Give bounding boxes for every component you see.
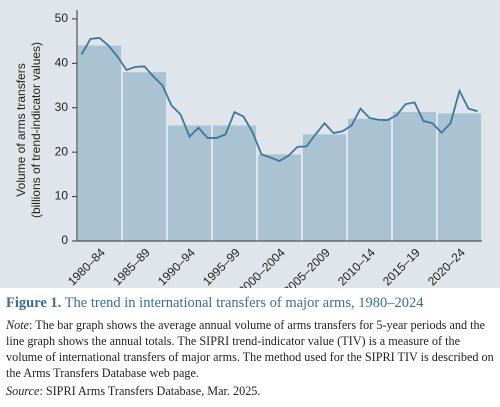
bar	[78, 45, 121, 242]
bar	[303, 134, 346, 241]
y-tick-label: 0	[61, 233, 68, 247]
y-tick-label: 40	[55, 55, 69, 69]
note: Note: The bar graph shows the average an…	[0, 317, 500, 381]
y-axis-label: (billions of trend-indicator values)	[29, 42, 43, 218]
bar	[213, 125, 256, 241]
note-text: : The bar graph shows the average annual…	[6, 318, 494, 380]
source: Source: SIPRI Arms Transfers Database, M…	[0, 383, 500, 399]
source-label: Source	[6, 384, 40, 398]
figure-label: Figure 1.	[6, 295, 62, 311]
bar	[123, 72, 166, 241]
chart: Volume of arms transfers (billions of tr…	[0, 0, 500, 288]
bar	[168, 125, 211, 241]
figure-caption: Figure 1. The trend in international tra…	[0, 295, 500, 312]
bar	[438, 113, 481, 241]
y-tick-label: 50	[55, 11, 69, 25]
y-tick-label: 30	[55, 100, 69, 114]
bar	[393, 112, 436, 241]
bar	[348, 118, 391, 241]
trend-line	[80, 37, 478, 163]
y-tick-label: 10	[55, 189, 69, 203]
source-text: : SIPRI Arms Transfers Database, Mar. 20…	[39, 384, 261, 398]
note-label: Note	[6, 318, 30, 332]
bar	[258, 154, 301, 241]
figure-title: The trend in international transfers of …	[64, 295, 424, 311]
y-tick-label: 20	[55, 144, 69, 158]
y-axis-label: Volume of arms transfers	[14, 63, 28, 196]
